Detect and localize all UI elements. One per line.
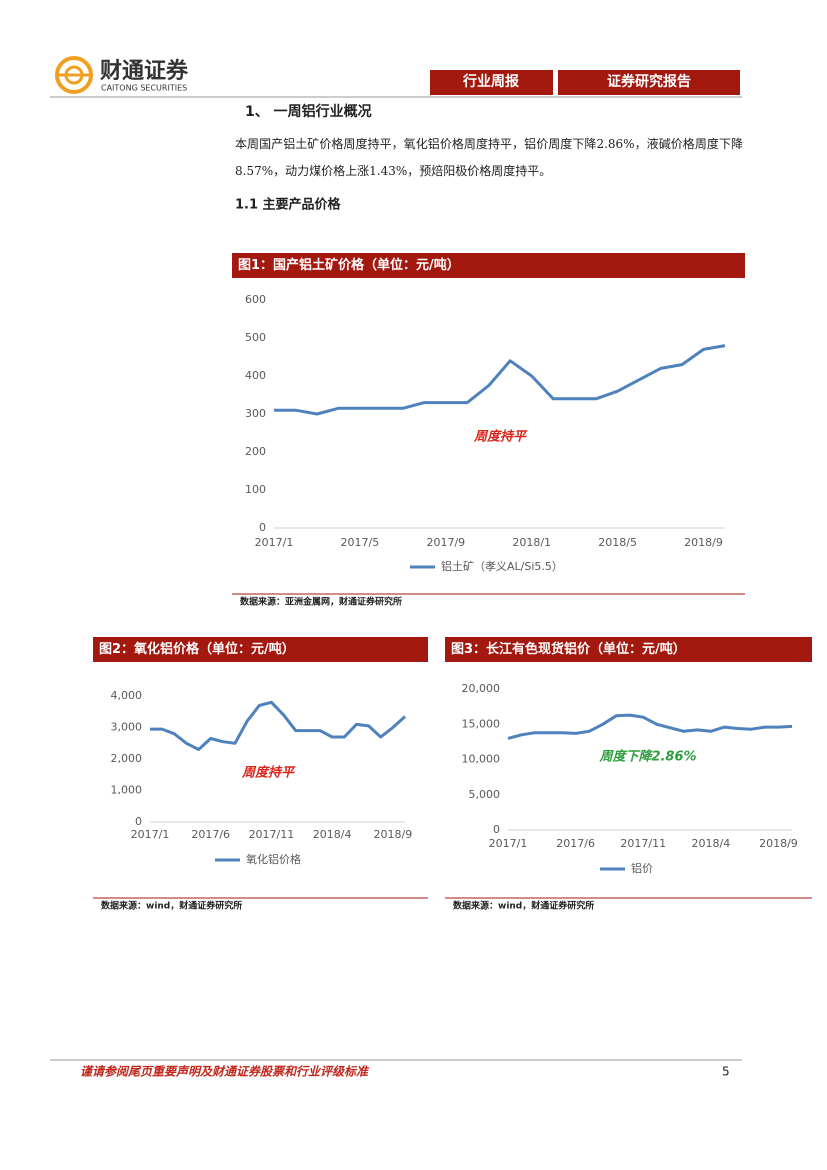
- y-tick-label: 0: [135, 815, 142, 828]
- annotation: 周度下降2.86%: [598, 749, 696, 765]
- figure-title-bg: [445, 637, 812, 662]
- legend-label: 氧化铝价格: [246, 852, 301, 866]
- series-line: [274, 344, 726, 416]
- y-tick-label: 500: [245, 331, 266, 344]
- x-tick-label: 2018/9: [684, 536, 723, 549]
- tab: 证券研究报告: [607, 73, 691, 90]
- figure-title: 图2：氧化铝价格（单位：元/吨）: [99, 641, 295, 657]
- source-note: 数据来源：wind，财通证券研究所: [101, 900, 242, 912]
- figure-title: 图1：国产铝土矿价格（单位：元/吨）: [238, 257, 460, 273]
- subsection-title: 1.1 主要产品价格: [235, 197, 342, 213]
- logo-cn: 财通证券: [100, 58, 189, 84]
- section-title: 1、 一周铝行业概况: [245, 103, 372, 120]
- x-tick-label: 2017/11: [620, 837, 666, 850]
- y-tick-label: 3,000: [111, 721, 143, 734]
- x-tick-label: 2017/5: [341, 536, 380, 549]
- x-tick-label: 2018/4: [692, 837, 731, 850]
- x-tick-label: 2018/5: [598, 536, 637, 549]
- y-tick-label: 5,000: [469, 788, 501, 801]
- x-tick-label: 2017/9: [426, 536, 465, 549]
- x-tick-label: 2018/9: [759, 837, 798, 850]
- page-number: 5: [722, 1065, 730, 1079]
- x-tick-label: 2018/4: [313, 828, 352, 841]
- y-tick-label: 1,000: [111, 784, 143, 797]
- y-tick-label: 2,000: [111, 752, 143, 765]
- y-tick-label: 4,000: [111, 689, 143, 702]
- y-tick-label: 600: [245, 293, 266, 306]
- annotation: 周度持平: [241, 765, 296, 781]
- x-tick-label: 2017/6: [556, 837, 595, 850]
- x-tick-label: 2017/1: [131, 828, 170, 841]
- legend-label: 铝土矿（孝义AL/Si5.5）: [441, 559, 563, 573]
- y-tick-label: 300: [245, 407, 266, 420]
- figure-title-bg: [93, 637, 428, 662]
- legend-label: 铝价: [631, 861, 653, 875]
- tab-bg: [558, 70, 740, 95]
- annotation: 周度持平: [473, 429, 528, 445]
- y-tick-label: 20,000: [462, 682, 501, 695]
- paragraph: 本周国产铝土矿价格周度持平，氧化铝价格周度持平，铝价周度下降2.86%，液碱价格…: [235, 137, 743, 178]
- figure-title: 图3：长江有色现货铝价（单位：元/吨）: [451, 641, 686, 657]
- logo-icon: [55, 56, 93, 94]
- x-tick-label: 2018/1: [512, 536, 551, 549]
- y-tick-label: 0: [493, 823, 500, 836]
- logo-en: CAITONG SECURITIES: [101, 84, 187, 93]
- y-tick-label: 0: [259, 521, 266, 534]
- y-tick-label: 15,000: [462, 717, 501, 730]
- x-tick-label: 2017/1: [489, 837, 528, 850]
- series-line: [507, 713, 793, 740]
- x-tick-label: 2017/11: [249, 828, 295, 841]
- figure-title-bg: [232, 253, 745, 278]
- source-note: 数据来源：亚洲金属网，财通证券研究所: [240, 596, 402, 608]
- y-tick-label: 400: [245, 369, 266, 382]
- y-tick-label: 200: [245, 445, 266, 458]
- source-note: 数据来源：wind，财通证券研究所: [453, 900, 594, 912]
- x-tick-label: 2017/1: [255, 536, 294, 549]
- series-line: [150, 700, 407, 751]
- y-tick-label: 100: [245, 483, 266, 496]
- x-tick-label: 2018/9: [374, 828, 413, 841]
- y-tick-label: 10,000: [462, 753, 501, 766]
- footer-disclaimer: 谨请参阅尾页重要声明及财通证券股票和行业评级标准: [80, 1065, 370, 1079]
- tab-bg: [430, 70, 553, 95]
- tab: 行业周报: [462, 73, 519, 90]
- x-tick-label: 2017/6: [191, 828, 230, 841]
